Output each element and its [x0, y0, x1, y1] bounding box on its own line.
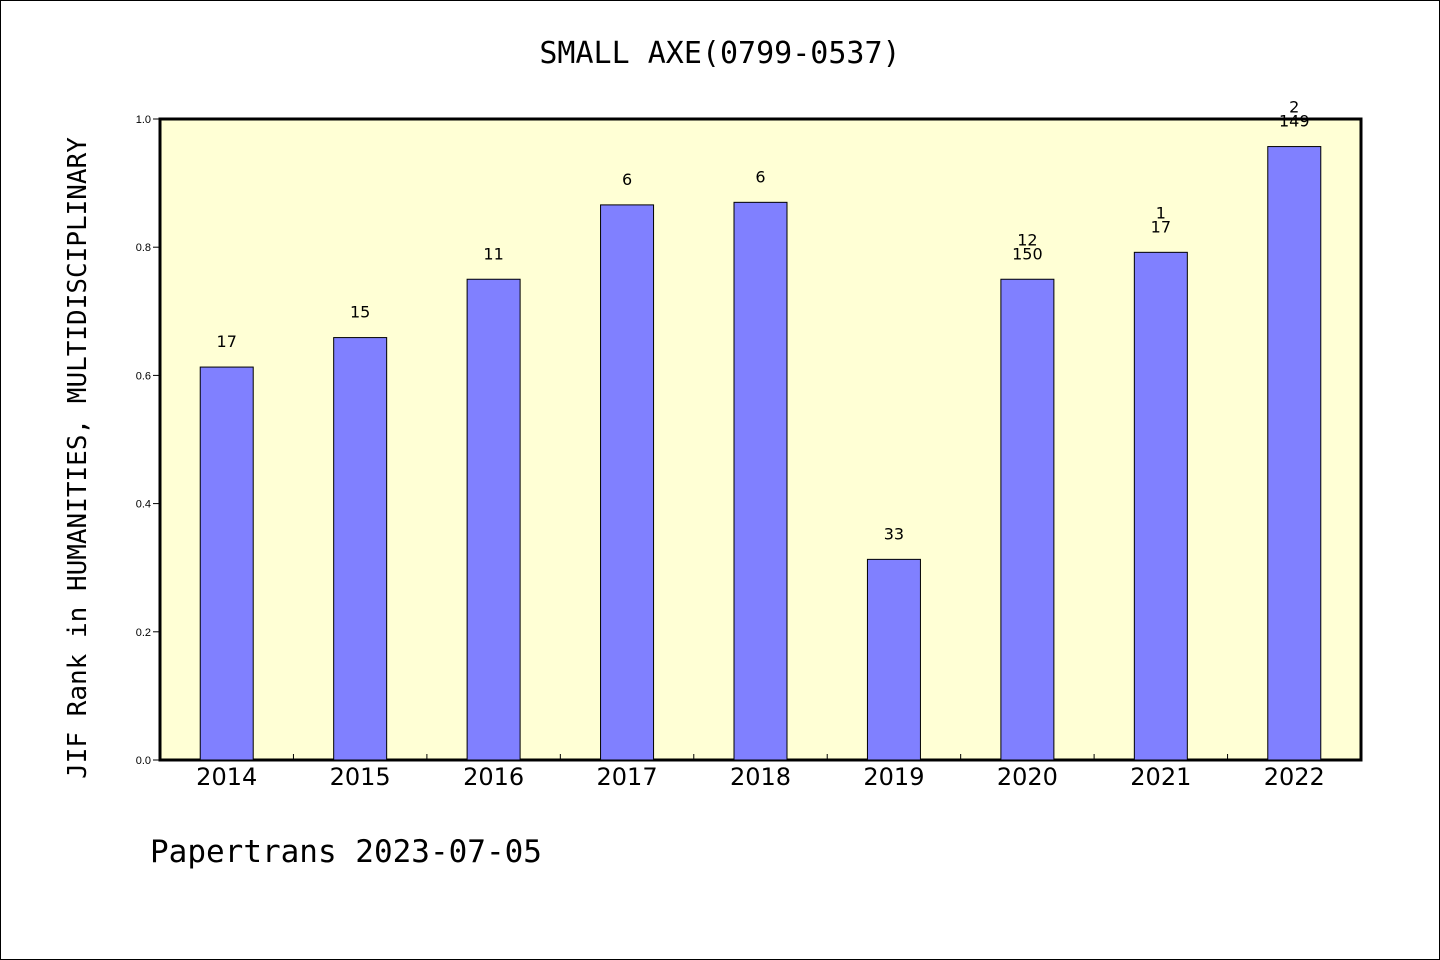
x-tick-label: 2018 [730, 763, 791, 791]
bar-2021 [1133, 251, 1188, 761]
bar-label: 6 [755, 167, 765, 186]
bar-label: 17 [217, 332, 237, 351]
bar-label: 150 [1012, 244, 1043, 263]
x-tick-label: 2020 [997, 763, 1058, 791]
y-tick-label: 0.2 [136, 627, 151, 639]
footer-text: Papertrans 2023-07-05 [150, 834, 542, 870]
bar-label: 1 [1156, 203, 1166, 222]
y-axis: 0.0 0.2 0.4 0.6 0.8 1.0 [136, 114, 160, 767]
x-tick-label: 2022 [1264, 763, 1325, 791]
y-tick-label: 0.4 [136, 499, 151, 511]
bar-label: 33 [884, 524, 904, 543]
bar-2014 [199, 366, 254, 761]
x-tick-label: 2015 [330, 763, 391, 791]
bar-label: 6 [622, 170, 632, 189]
x-tick-label: 2016 [463, 763, 524, 791]
bar-label: 149 [1279, 112, 1310, 131]
y-tick-label: 0.0 [136, 755, 151, 767]
x-axis: 2014 2015 2016 2017 2018 2019 2020 2021 2022 [196, 754, 1325, 791]
bar-label: 17 [1151, 217, 1171, 236]
bar-2015 [333, 337, 388, 761]
bar-2020 [1000, 278, 1055, 761]
bar-label: 15 [350, 303, 370, 322]
bar-2017 [600, 204, 655, 761]
chart-title: SMALL AXE(0799-0537) [539, 36, 901, 71]
x-tick-label: 2021 [1130, 763, 1191, 791]
bar-label: 11 [483, 244, 503, 263]
y-tick-label: 1.0 [136, 114, 151, 126]
bar-2022 [1267, 146, 1322, 761]
x-tick-label: 2019 [863, 763, 924, 791]
bar-label: 12 [1017, 230, 1037, 249]
bar-label: 2 [1289, 98, 1299, 117]
bar-2019 [866, 558, 921, 761]
bar-2016 [466, 278, 521, 761]
x-tick-label: 2014 [196, 763, 257, 791]
x-tick-label: 2017 [597, 763, 658, 791]
y-axis-title: JIF Rank in HUMANITIES, MULTIDISCIPLINAR… [63, 137, 93, 779]
bar-2018 [733, 201, 788, 761]
y-tick-label: 0.6 [136, 370, 151, 382]
y-tick-label: 0.8 [136, 242, 151, 254]
